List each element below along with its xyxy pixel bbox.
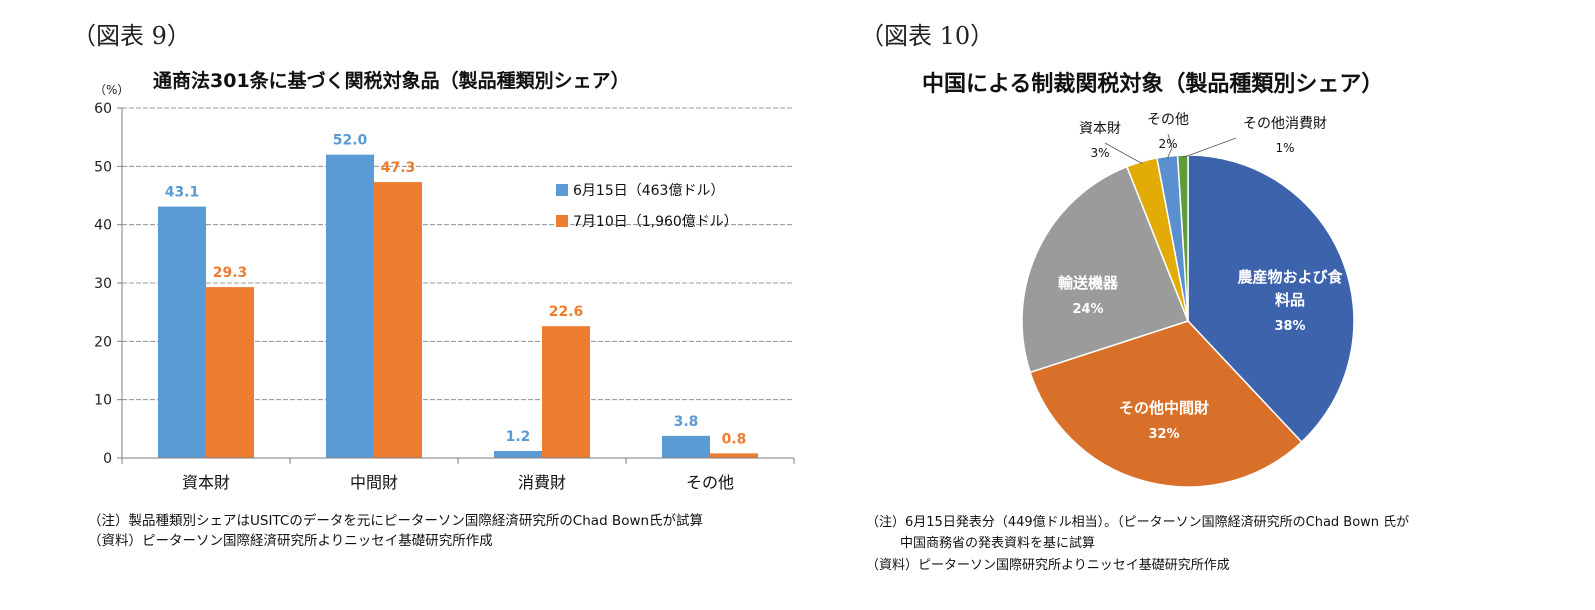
bar-value-label: 1.2 [506, 429, 531, 445]
legend-label: 7月10日（1,960億ドル） [573, 214, 738, 230]
bar-value-label: 29.3 [213, 265, 248, 281]
bar [206, 287, 254, 458]
bar [710, 453, 758, 458]
y-tick-label: 20 [94, 334, 112, 350]
pie-slice [1187, 154, 1355, 444]
pie-slice-label: 輸送機器 [1058, 274, 1119, 292]
bar-chart: （%） 0 10 20 30 40 50 60 43.1 29.3 52.0 47.3 1.2 22.… [94, 83, 795, 492]
bar [158, 206, 206, 458]
bar-value-label: 47.3 [381, 160, 416, 176]
bar-value-label: 22.6 [549, 304, 584, 320]
legend-swatch [556, 215, 568, 227]
figure10-label: （図表 10） [860, 22, 995, 50]
bar-value-label: 43.1 [165, 185, 200, 201]
legend-swatch [556, 184, 568, 196]
pie-chart-note-3: （資料）ピーターソン国際研究所よりニッセイ基礎研究所作成 [866, 558, 1230, 573]
pie-outside-percent: 3% [1090, 146, 1109, 160]
y-tick-label: 0 [103, 451, 112, 467]
y-tick-label: 60 [94, 101, 112, 117]
pie-slice-percent: 38% [1274, 319, 1305, 334]
bar [542, 326, 590, 458]
x-tick-label: 資本財 [182, 473, 230, 492]
pie-outside-label: その他消費財 [1243, 116, 1327, 132]
bar-value-label: 3.8 [674, 414, 699, 430]
y-tick-label: 40 [94, 218, 112, 234]
bar-chart-note-2: （資料）ピーターソン国際経済研究所よりニッセイ基礎研究所作成 [88, 533, 493, 549]
pie-slice-label: 料品 [1275, 291, 1305, 309]
bar-chart-note-1: （注）製品種類別シェアはUSITCのデータを元にピーターソン国際経済研究所のCh… [88, 513, 704, 529]
pie-leader-line [1167, 133, 1173, 159]
x-tick-label: 中間財 [350, 473, 398, 492]
pie-outside-percent: 2% [1158, 137, 1177, 151]
pie-outside-label: その他 [1147, 112, 1189, 128]
bar [494, 451, 542, 458]
y-axis-unit: （%） [94, 83, 129, 97]
legend-label: 6月15日（463億ドル） [573, 183, 724, 199]
pie-chart-note-2: 中国商務省の発表資料を基に試算 [900, 536, 1096, 551]
pie-slice-percent: 32% [1148, 427, 1179, 442]
pie-outside-label: 資本財 [1079, 121, 1121, 137]
figure9-label: （図表 9） [72, 22, 191, 50]
pie-slice [1176, 154, 1189, 322]
pie-chart-title: 中国による制裁関税対象（製品種類別シェア） [922, 72, 1384, 97]
pie-slice-label: その他中間財 [1119, 399, 1209, 417]
pie-slice [1029, 320, 1303, 488]
bar-value-label: 0.8 [722, 431, 747, 447]
y-tick-label: 30 [94, 276, 112, 292]
y-tick-label: 10 [94, 393, 112, 409]
bar-chart-title: 通商法301条に基づく関税対象品（製品種類別シェア） [153, 70, 630, 92]
y-tick-label: 50 [94, 159, 112, 175]
pie-chart-note-1: （注）6月15日発表分（449億ドル相当）。（ピーターソン国際経済研究所のCha… [866, 515, 1410, 530]
bar [374, 182, 422, 458]
pie-slice-percent: 24% [1072, 302, 1103, 317]
bar-value-label: 52.0 [333, 133, 368, 149]
pie-outside-percent: 1% [1275, 141, 1294, 155]
pie-slice-label: 農産物および食 [1237, 268, 1343, 286]
pie-leader-line [1182, 137, 1237, 158]
pie-leader-line [1104, 142, 1143, 164]
bar [662, 435, 710, 458]
bar [326, 154, 374, 458]
x-tick-label: その他 [686, 473, 734, 492]
x-tick-label: 消費財 [518, 473, 566, 492]
